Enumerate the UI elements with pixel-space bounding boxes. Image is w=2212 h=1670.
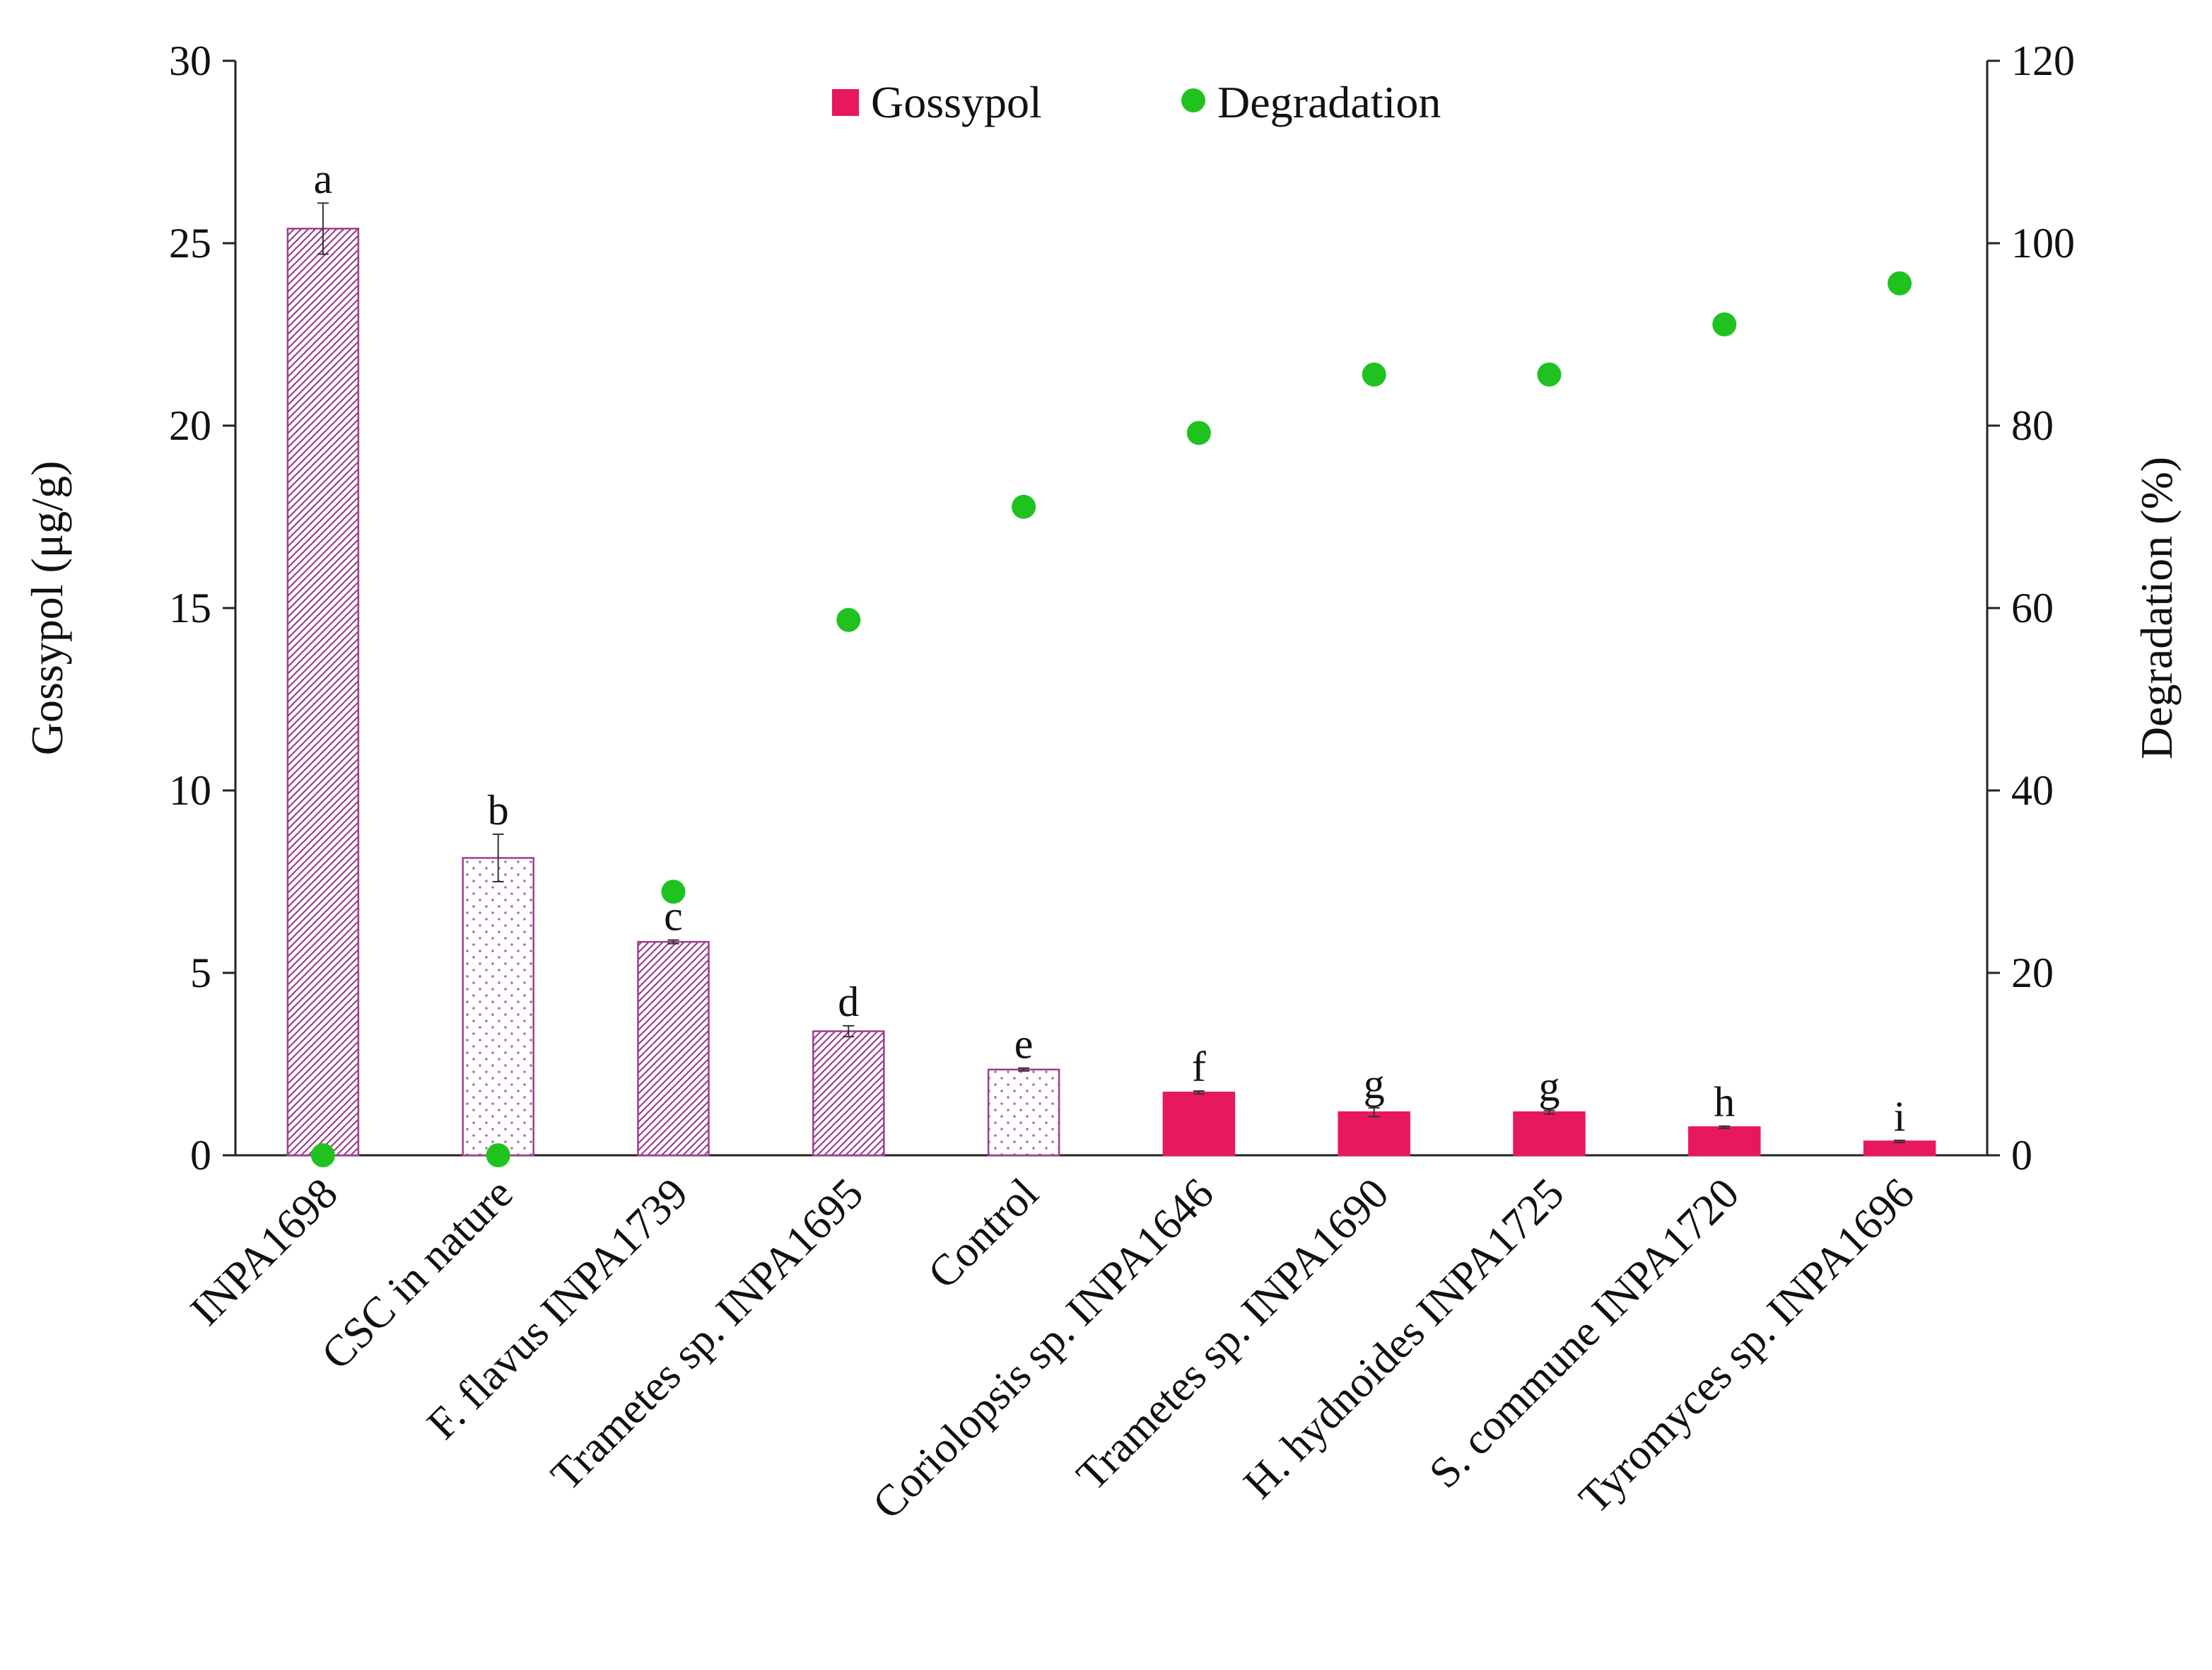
y2-tick-label: 60 [2011,585,2054,631]
gossypol-bar [1863,1140,1936,1157]
category-label: INPA1698 [182,1169,347,1335]
left-ticks: 0 5 10 15 20 25 30 [169,37,235,1179]
degradation-point [1362,362,1386,387]
y2-tick-label: 20 [2011,950,2054,996]
legend-degradation-marker [1181,88,1205,112]
significance-letter: g [1539,1063,1560,1110]
y-tick-label: 20 [169,402,211,449]
category-label: H. hydnoides INPA1725 [1235,1169,1574,1508]
significance-letter: d [838,979,859,1025]
y-tick-label: 5 [190,950,211,996]
degradation-point [661,880,686,904]
y2-tick-label: 120 [2011,37,2075,84]
y-tick-label: 25 [169,220,211,267]
y2-tick-label: 40 [2011,767,2054,814]
bars [286,228,1936,1157]
significance-letter: a [314,156,333,202]
degradation-point [486,1143,510,1167]
category-label: Control [919,1169,1048,1298]
legend-gossypol-label: Gossypol [871,77,1042,127]
y-tick-label: 15 [169,585,211,631]
gossypol-bar [1513,1111,1586,1157]
degradation-point [1712,312,1737,337]
gossypol-bar [987,1068,1060,1157]
category-label: Tyromyces sp. INPA1696 [1570,1169,1924,1523]
y2-tick-label: 80 [2011,402,2054,449]
gossypol-bar [1688,1126,1761,1157]
degradation-point [836,607,861,632]
degradation-point [1888,271,1912,296]
degradation-point [1537,362,1562,387]
error-bars [317,202,1906,1143]
degradation-points [310,271,1912,1167]
significance-letter: g [1364,1061,1385,1107]
right-ticks: 0 20 40 60 80 100 120 [1987,37,2075,1179]
legend-degradation-label: Degradation [1217,77,1441,127]
significance-letter: i [1894,1093,1906,1140]
significance-letter: e [1014,1021,1034,1068]
y-tick-label: 10 [169,767,211,814]
degradation-point [310,1143,335,1167]
gossypol-bar [637,940,710,1157]
legend: Gossypol Degradation [832,77,1441,127]
y-tick-label: 0 [190,1132,211,1179]
gossypol-bar [286,228,360,1157]
category-label: S. commune INPA1720 [1420,1169,1748,1497]
y2-axis-title: Degradation (%) [2131,457,2182,759]
significance-letter: b [488,787,509,834]
y-tick-label: 30 [169,37,211,84]
gossypol-bar [462,857,534,1157]
degradation-point [1186,421,1211,445]
category-label: Coriolopsis sp. INPA1646 [864,1169,1223,1529]
y-axis-title: Gossypol (μg/g) [22,461,72,756]
y2-tick-label: 100 [2011,220,2075,267]
gossypol-bar [1162,1091,1236,1157]
gossypol-bar [1338,1111,1410,1157]
legend-gossypol-swatch [832,89,859,116]
degradation-point [1012,494,1036,519]
category-label: Trametes sp. INPA1695 [542,1169,872,1500]
gossypol-bar [812,1030,885,1157]
y2-tick-label: 0 [2011,1132,2032,1179]
significance-letter: h [1714,1079,1735,1126]
category-label: Trametes sp. INPA1690 [1067,1169,1398,1500]
significance-letter: f [1192,1044,1206,1090]
